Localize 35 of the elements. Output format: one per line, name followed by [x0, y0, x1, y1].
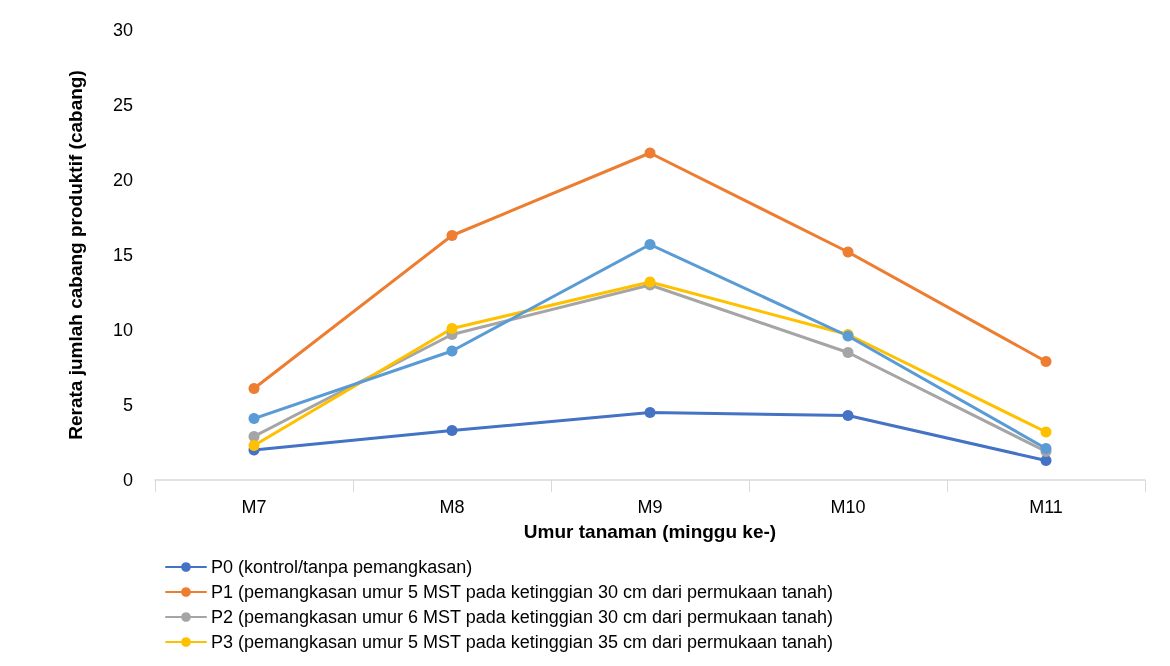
- y-tick-label: 0: [122, 470, 133, 490]
- point: [1040, 426, 1052, 438]
- point: [644, 147, 656, 159]
- y-tick-label: 10: [112, 320, 133, 340]
- legend-label: P3 (pemangkasan umur 5 MST pada ketinggian 35 cm dari permukaan tanah): [211, 632, 834, 652]
- x-axis-title: Umur tanaman (minggu ke-): [523, 521, 777, 542]
- point: [248, 431, 260, 442]
- point: [842, 347, 854, 358]
- y-tick-label: 25: [112, 95, 133, 115]
- point: [248, 413, 260, 424]
- point: [842, 410, 854, 421]
- legend-label: P2 (pemangkasan umur 6 MST pada ketinggian 30 cm dari permukaan tanah): [211, 607, 834, 627]
- y-tick-label: 20: [112, 170, 133, 190]
- y-axis-title: Rerata jumlah cabang produktif (cabang): [65, 70, 86, 440]
- point: [446, 323, 458, 334]
- point: [644, 239, 656, 250]
- x-tick-label: M7: [241, 497, 267, 517]
- point: [1040, 455, 1052, 466]
- point: [446, 345, 458, 357]
- legend-label: P1 (pemangkasan umur 5 MST pada ketinggian 30 cm dari permukaan tanah): [211, 582, 834, 602]
- point: [248, 383, 260, 394]
- point: [248, 440, 260, 451]
- point: [446, 230, 458, 241]
- legend-label: P0 (kontrol/tanpa pemangkasan): [211, 557, 473, 577]
- x-tick-label: M8: [439, 497, 465, 517]
- x-tick-label: M10: [830, 497, 866, 517]
- y-tick-label: 15: [112, 245, 133, 265]
- x-tick-label: M11: [1029, 497, 1063, 517]
- y-tick-label: 5: [122, 395, 133, 415]
- x-tick-label: M9: [637, 497, 663, 517]
- point: [842, 246, 854, 258]
- point: [446, 425, 458, 436]
- y-tick-label: 30: [112, 20, 133, 40]
- point: [644, 407, 656, 418]
- point: [1040, 356, 1052, 367]
